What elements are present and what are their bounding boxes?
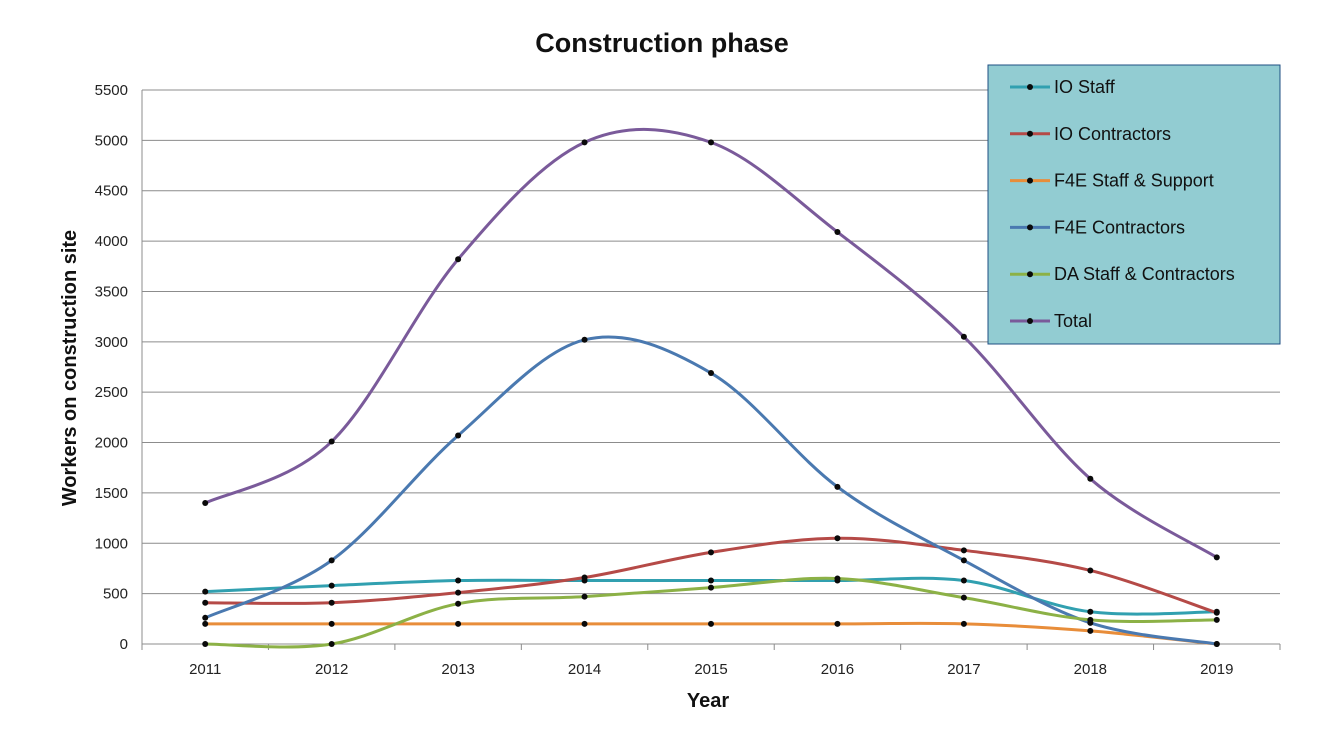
y-tick-label: 1500 <box>95 485 128 502</box>
x-tick-label: 2011 <box>189 661 221 678</box>
y-tick-label: 1000 <box>95 535 128 552</box>
data-point <box>328 620 335 627</box>
data-point <box>1213 609 1220 616</box>
series-f4e-staff-support <box>202 620 1220 647</box>
data-point <box>1087 627 1094 634</box>
x-tick-label: 2019 <box>1200 661 1233 678</box>
legend-marker <box>1027 318 1033 324</box>
data-point <box>328 438 335 445</box>
x-tick-label: 2017 <box>947 661 980 678</box>
legend-box <box>987 64 1281 345</box>
legend-label: DA Staff & Contractors <box>1054 264 1235 284</box>
y-tick-label: 4500 <box>95 183 128 200</box>
legend-label: IO Staff <box>1054 77 1116 97</box>
data-point <box>1213 641 1220 647</box>
data-point <box>455 432 462 439</box>
x-tick-label: 2018 <box>1074 661 1107 678</box>
data-point <box>1087 475 1094 482</box>
series-line <box>203 576 1219 616</box>
data-point <box>202 599 209 606</box>
y-tick-label: 3500 <box>95 283 128 300</box>
data-point <box>455 589 462 596</box>
y-tick-label: 2500 <box>95 384 128 401</box>
y-tick-label: 5000 <box>95 132 128 149</box>
data-point <box>328 557 335 564</box>
series-line <box>203 335 1219 646</box>
data-point <box>960 547 967 554</box>
y-tick-label: 3000 <box>95 334 128 351</box>
data-point <box>960 557 967 564</box>
data-point <box>960 620 967 627</box>
data-point <box>581 336 588 343</box>
data-point <box>708 584 714 591</box>
data-point <box>202 620 209 627</box>
data-point <box>708 620 714 627</box>
series-da-staff-contractors <box>202 575 1220 649</box>
x-tick-label: 2016 <box>821 661 854 678</box>
data-point <box>581 593 588 600</box>
data-point <box>960 577 967 584</box>
legend-label: Total <box>1054 311 1092 331</box>
legend-marker <box>1027 84 1033 90</box>
data-point <box>1087 608 1094 615</box>
y-tick-label: 4000 <box>95 233 128 250</box>
y-tick-label: 2000 <box>95 435 128 452</box>
data-point <box>202 614 209 621</box>
data-point <box>708 549 714 556</box>
legend-marker <box>1027 177 1033 184</box>
data-point <box>834 535 841 542</box>
data-point <box>328 582 335 589</box>
data-point <box>1087 567 1094 574</box>
data-point <box>328 599 335 606</box>
data-point <box>455 620 462 627</box>
series-io-contractors <box>202 535 1220 616</box>
x-axis-ticks: 2011 2012 2013 2014 2015 2016 2017 2018 2019 <box>189 661 1233 678</box>
data-point <box>581 139 588 146</box>
x-tick-label: 2014 <box>568 661 601 678</box>
legend-label: F4E Staff & Support <box>1054 171 1214 191</box>
data-point <box>581 620 588 627</box>
x-axis-title: Year <box>687 690 729 712</box>
series-lines <box>202 127 1220 649</box>
data-point <box>455 577 462 584</box>
y-tick-label: 5500 <box>95 82 128 99</box>
data-point <box>581 574 588 581</box>
series-io-staff <box>202 576 1220 616</box>
y-tick-label: 500 <box>103 586 128 603</box>
legend: IO Staff IO Contractors F4E Staff & Suppor… <box>987 64 1281 345</box>
data-point <box>708 370 714 377</box>
data-point <box>328 641 335 647</box>
x-tick-label: 2013 <box>441 661 474 678</box>
data-point <box>202 499 209 506</box>
legend-label: IO Contractors <box>1054 124 1171 144</box>
y-tick-label: 0 <box>120 636 128 653</box>
data-point <box>834 575 841 582</box>
chart-title: Construction phase <box>535 28 789 58</box>
legend-marker <box>1027 271 1033 278</box>
data-point <box>202 641 209 647</box>
data-point <box>960 594 967 601</box>
y-axis-title: Workers on construction site <box>59 230 81 506</box>
data-point <box>1213 554 1220 561</box>
data-point <box>834 620 841 627</box>
x-tick-label: 2015 <box>694 661 727 678</box>
data-point <box>708 577 714 584</box>
data-point <box>202 588 209 595</box>
legend-marker <box>1027 224 1033 231</box>
data-point <box>834 483 841 490</box>
data-point <box>960 333 967 340</box>
data-point <box>708 139 714 146</box>
x-tick-label: 2012 <box>315 661 348 678</box>
data-point <box>834 229 841 236</box>
data-point <box>1213 616 1220 623</box>
y-axis-ticks: 0 500 1000 1500 2000 2500 3000 3500 4000 4500 5000… <box>95 82 128 653</box>
data-point <box>455 256 462 263</box>
legend-label: F4E Contractors <box>1054 217 1185 237</box>
data-point <box>1087 616 1094 623</box>
legend-marker <box>1027 130 1033 137</box>
series-total <box>202 127 1220 561</box>
data-point <box>455 600 462 607</box>
